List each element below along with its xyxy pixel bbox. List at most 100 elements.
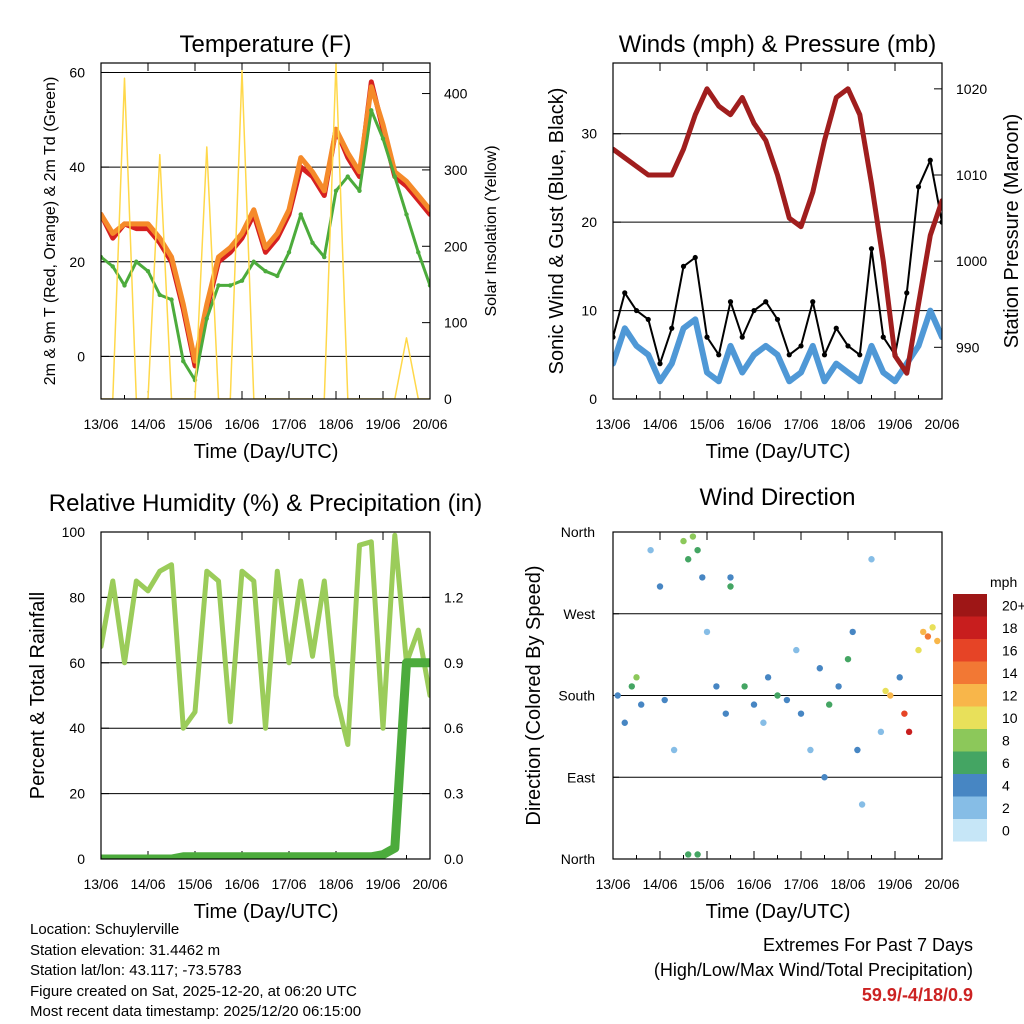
direction-point <box>647 546 654 554</box>
y-tick-label: West <box>563 606 595 622</box>
y2-tick-label: 0.6 <box>444 720 464 736</box>
series-point-gust <box>821 352 828 358</box>
plot-area <box>613 86 942 385</box>
y2-tick-label: 200 <box>444 238 468 254</box>
y2-tick-label: 1010 <box>956 167 987 183</box>
extremes-subtitle: (High/Low/Max Wind/Total Precipitation) <box>653 960 973 980</box>
direction-point <box>685 851 692 858</box>
direction-point <box>929 624 936 631</box>
y-tick-label: North <box>561 851 595 867</box>
series-point-2m-td <box>169 297 174 302</box>
direction-point <box>670 746 678 754</box>
y-tick-label: South <box>558 688 595 704</box>
direction-point <box>915 646 922 654</box>
plot-area <box>101 532 430 859</box>
series-point-gust <box>810 299 816 305</box>
series-point-2m-td <box>239 278 245 283</box>
direction-point <box>750 701 758 708</box>
colorbar-label: 14 <box>1002 665 1018 681</box>
x-tick-label: 16/06 <box>736 876 771 892</box>
colorbar-swatch <box>953 661 987 684</box>
y2-tick-label: 990 <box>956 339 980 355</box>
extremes-box: Extremes For Past 7 Days (High/Low/Max W… <box>654 933 973 1008</box>
colorbar-swatch <box>953 616 987 639</box>
series-point-gust <box>613 334 616 340</box>
x-tick-label: 15/06 <box>689 416 724 432</box>
direction-point <box>797 710 805 717</box>
plot-frame <box>100 531 431 860</box>
series-point-2m-td <box>392 174 397 179</box>
plot-frame <box>612 531 943 860</box>
colorbar-swatch <box>953 796 987 819</box>
y-tick-label: 20 <box>581 214 597 230</box>
direction-point <box>807 746 814 754</box>
series-point-gust <box>645 316 651 323</box>
series-point-gust <box>751 307 757 314</box>
series-point-2m-td <box>286 250 292 255</box>
direction-point <box>713 683 720 690</box>
y-tick-label: 10 <box>581 303 597 319</box>
series-point-2m-td <box>404 212 409 217</box>
series-point-gust <box>633 307 640 314</box>
y-tick-label: 60 <box>69 655 85 671</box>
y-tick-label: 40 <box>69 159 85 175</box>
series-point-gust <box>798 343 804 349</box>
x-tick-label: 17/06 <box>271 876 306 892</box>
series-point-2m-td <box>145 269 151 274</box>
station-info: Location: Schuylerville Station elevatio… <box>30 920 361 1023</box>
station-latlon: Station lat/lon: 43.117; -73.5783 <box>30 962 242 979</box>
y-axis-label: Direction (Colored By Speed) <box>523 565 545 825</box>
y-tick-label: 60 <box>69 64 85 80</box>
x-tick-label: 18/06 <box>830 876 865 892</box>
series-point-gust <box>657 361 663 367</box>
direction-point <box>614 692 621 699</box>
series-point-2m-td <box>122 283 127 288</box>
series-point-gust <box>739 334 745 340</box>
direction-point <box>694 851 701 858</box>
y-axis-label: Sonic Wind & Gust (Blue, Black) <box>546 88 568 375</box>
direction-point <box>638 701 645 708</box>
x-axis-label: Time (Day/UTC) <box>706 901 851 923</box>
series-point-gust <box>704 334 710 340</box>
series-point-gust <box>868 246 875 252</box>
direction-point <box>722 710 729 717</box>
colorbar-title: mph <box>990 574 1017 590</box>
x-tick-label: 15/06 <box>177 876 212 892</box>
x-axis-label: Time (Day/UTC) <box>706 441 851 463</box>
direction-point <box>934 637 941 645</box>
y2-tick-label: 400 <box>444 86 468 102</box>
colorbar-swatch <box>953 819 987 842</box>
series-line-station-pressure <box>613 86 942 376</box>
direction-point <box>844 655 852 663</box>
x-tick-label: 16/06 <box>736 416 771 432</box>
chart-title: Relative Humidity (%) & Precipitation (i… <box>49 490 482 517</box>
plot-frame <box>612 62 943 400</box>
station-location: Location: Schuylerville <box>30 921 180 938</box>
y-tick-label: 0 <box>77 851 85 867</box>
x-tick-label: 18/06 <box>318 876 353 892</box>
series-point-gust <box>680 263 687 269</box>
x-tick-label: 20/06 <box>412 876 447 892</box>
direction-point <box>633 674 640 681</box>
series-point-2m-td <box>110 264 115 269</box>
series-point-gust <box>786 352 792 358</box>
y-axis-label: Percent & Total Rainfall <box>27 592 49 800</box>
direction-point <box>868 556 875 563</box>
x-tick-label: 20/06 <box>924 876 959 892</box>
x-tick-label: 20/06 <box>924 416 959 432</box>
y-axis-label: 2m & 9m T (Red, Orange) & 2m Td (Green) <box>42 77 59 386</box>
y-tick-label: 40 <box>69 720 85 736</box>
series-point-2m-td <box>228 283 233 288</box>
series-point-2m-td <box>275 273 280 279</box>
series-point-2m-td <box>416 250 421 255</box>
direction-point <box>656 583 664 590</box>
direction-point <box>896 674 903 681</box>
x-tick-label: 17/06 <box>783 416 818 432</box>
series-point-2m-td <box>157 292 162 298</box>
direction-point <box>849 628 856 636</box>
x-tick-label: 13/06 <box>595 876 630 892</box>
plot-area <box>101 63 430 399</box>
y-tick-label: 100 <box>62 524 86 540</box>
y2-tick-label: 0.9 <box>444 655 464 671</box>
extremes-title: Extremes For Past 7 Days <box>762 935 973 955</box>
